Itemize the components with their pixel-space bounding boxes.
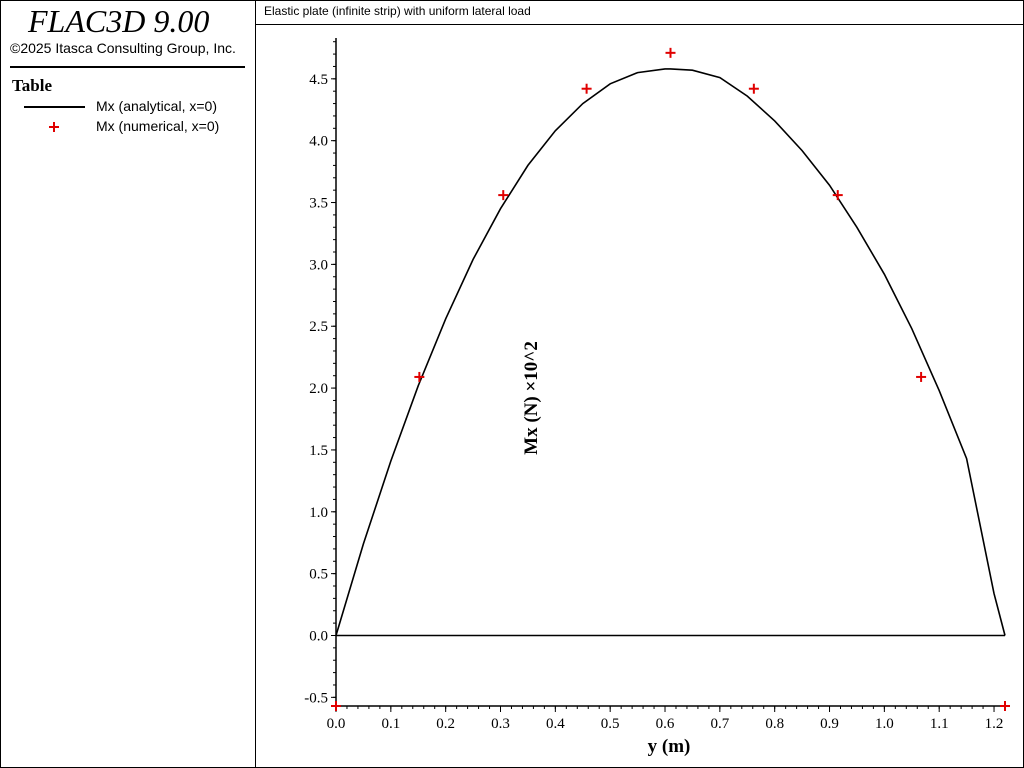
data-point-numerical bbox=[832, 190, 843, 201]
x-tick-label: 0.7 bbox=[710, 716, 729, 732]
copyright-notice: ©2025 Itasca Consulting Group, Inc. bbox=[10, 40, 236, 56]
x-tick-label: 0.0 bbox=[327, 716, 346, 732]
data-point-numerical bbox=[748, 83, 759, 94]
y-tick-label: 3.0 bbox=[309, 257, 328, 273]
legend-title: Table bbox=[12, 76, 53, 95]
legend-label: Mx (numerical, x=0) bbox=[96, 118, 220, 134]
x-tick-label: 0.2 bbox=[436, 716, 455, 732]
data-point-numerical bbox=[665, 47, 676, 58]
x-tick-label: 0.1 bbox=[381, 716, 400, 732]
data-point-numerical bbox=[498, 190, 509, 201]
y-tick-label: 1.0 bbox=[309, 505, 328, 521]
y-tick-label: 2.5 bbox=[309, 319, 328, 335]
y-tick-label: -0.5 bbox=[304, 690, 328, 706]
x-tick-label: 0.6 bbox=[656, 716, 675, 732]
data-point-numerical bbox=[916, 371, 927, 382]
x-tick-label: 1.0 bbox=[875, 716, 894, 732]
series-line-analytical bbox=[335, 68, 1006, 636]
y-tick-label: 2.0 bbox=[309, 381, 328, 397]
divider bbox=[10, 66, 245, 68]
app-title: FLAC3D 9.00 bbox=[28, 3, 210, 39]
x-tick-label: 0.5 bbox=[601, 716, 620, 732]
x-tick-label: 0.8 bbox=[765, 716, 784, 732]
x-tick-label: 0.4 bbox=[546, 716, 565, 732]
x-tick-label: 0.9 bbox=[820, 716, 839, 732]
x-tick-label: 0.3 bbox=[491, 716, 510, 732]
plot-header: Elastic plate (infinite strip) with unif… bbox=[256, 0, 1024, 25]
y-tick-label: 4.0 bbox=[309, 134, 328, 150]
y-tick-label: 1.5 bbox=[309, 443, 328, 459]
line-marker-icon bbox=[24, 106, 85, 108]
legend-item-analytical: Mx (analytical, x=0) bbox=[12, 97, 252, 115]
x-tick-label: 1.2 bbox=[985, 716, 1004, 732]
data-point-numerical bbox=[1000, 701, 1010, 711]
legend-item-numerical: Mx (numerical, x=0) bbox=[12, 117, 252, 135]
x-tick-label: 1.1 bbox=[930, 716, 949, 732]
data-point-numerical bbox=[414, 371, 425, 382]
y-tick-label: 0.5 bbox=[309, 567, 328, 583]
data-point-numerical bbox=[331, 701, 341, 711]
plus-marker-icon bbox=[49, 122, 59, 132]
y-tick-label: 0.0 bbox=[309, 628, 328, 644]
series-layer bbox=[331, 47, 1010, 711]
x-axis-label: y (m) bbox=[648, 736, 691, 757]
chart: -0.5 0.0 0.5 1.0 1.5 2.0 2.5 3.0 3.5 4.0 4.5 0.0 0.1… bbox=[304, 38, 1010, 757]
axes: -0.5 0.0 0.5 1.0 1.5 2.0 2.5 3.0 3.5 4.0 4.5 0.0 0.1… bbox=[304, 38, 1006, 732]
y-tick-label: 4.5 bbox=[309, 72, 328, 88]
y-tick-label: 3.5 bbox=[309, 196, 328, 212]
data-point-numerical bbox=[581, 83, 592, 94]
legend-panel: FLAC3D 9.00 ©2025 Itasca Consulting Grou… bbox=[0, 0, 256, 768]
legend-label: Mx (analytical, x=0) bbox=[96, 98, 217, 114]
y-axis-label: Mx (N) ×10^2 bbox=[521, 341, 542, 455]
plot-title: Elastic plate (infinite strip) with unif… bbox=[264, 4, 531, 18]
